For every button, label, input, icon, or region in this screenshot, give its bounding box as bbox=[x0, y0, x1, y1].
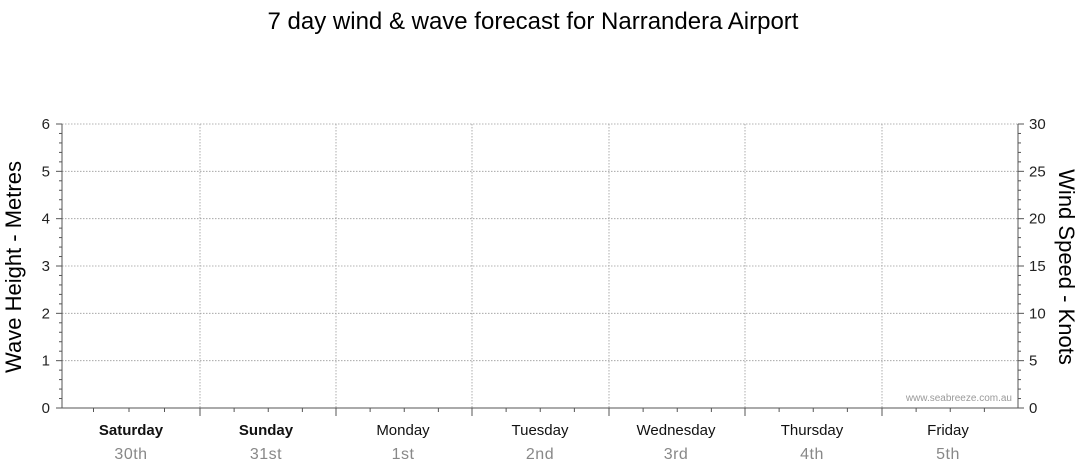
day-date-label: 3rd bbox=[664, 446, 689, 463]
right-tick-label: 25 bbox=[1029, 163, 1046, 180]
day-name-label: Tuesday bbox=[512, 422, 569, 439]
day-name-label: Saturday bbox=[99, 422, 164, 439]
grid bbox=[62, 123, 1018, 408]
day-name-label: Sunday bbox=[239, 422, 294, 439]
day-name-label: Friday bbox=[927, 422, 969, 439]
left-tick-label: 2 bbox=[42, 305, 50, 322]
chart-title: 7 day wind & wave forecast for Narrander… bbox=[268, 8, 799, 35]
day-date-label: 4th bbox=[800, 446, 824, 463]
right-tick-label: 5 bbox=[1029, 353, 1037, 370]
left-tick-label: 3 bbox=[42, 258, 50, 275]
left-tick-label: 5 bbox=[42, 163, 50, 180]
right-tick-label: 0 bbox=[1029, 400, 1037, 417]
right-tick-label: 15 bbox=[1029, 258, 1046, 275]
left-tick-label: 6 bbox=[42, 116, 50, 133]
right-axis-title: Wind Speed - Knots bbox=[1054, 169, 1079, 365]
tick-labels: 0 1 2 3 4 5 6 0 5 10 15 20 25 30 Saturday 30th Sunday 31s… bbox=[42, 116, 1046, 463]
left-tick-label: 4 bbox=[42, 211, 50, 228]
axes bbox=[56, 123, 1024, 416]
watermark: www.seabreeze.com.au bbox=[905, 393, 1012, 404]
day-date-label: 1st bbox=[392, 446, 415, 463]
right-tick-label: 30 bbox=[1029, 116, 1046, 133]
day-date-label: 5th bbox=[936, 446, 960, 463]
day-date-label: 30th bbox=[114, 446, 147, 463]
day-name-label: Thursday bbox=[781, 422, 844, 439]
left-axis-title: Wave Height - Metres bbox=[1, 161, 26, 373]
left-tick-label: 1 bbox=[42, 353, 50, 370]
right-tick-label: 10 bbox=[1029, 305, 1046, 322]
day-date-label: 31st bbox=[250, 446, 282, 463]
day-name-label: Wednesday bbox=[637, 422, 716, 439]
day-name-label: Monday bbox=[376, 422, 430, 439]
right-tick-label: 20 bbox=[1029, 211, 1046, 228]
left-tick-label: 0 bbox=[42, 400, 50, 417]
day-date-label: 2nd bbox=[526, 446, 554, 463]
